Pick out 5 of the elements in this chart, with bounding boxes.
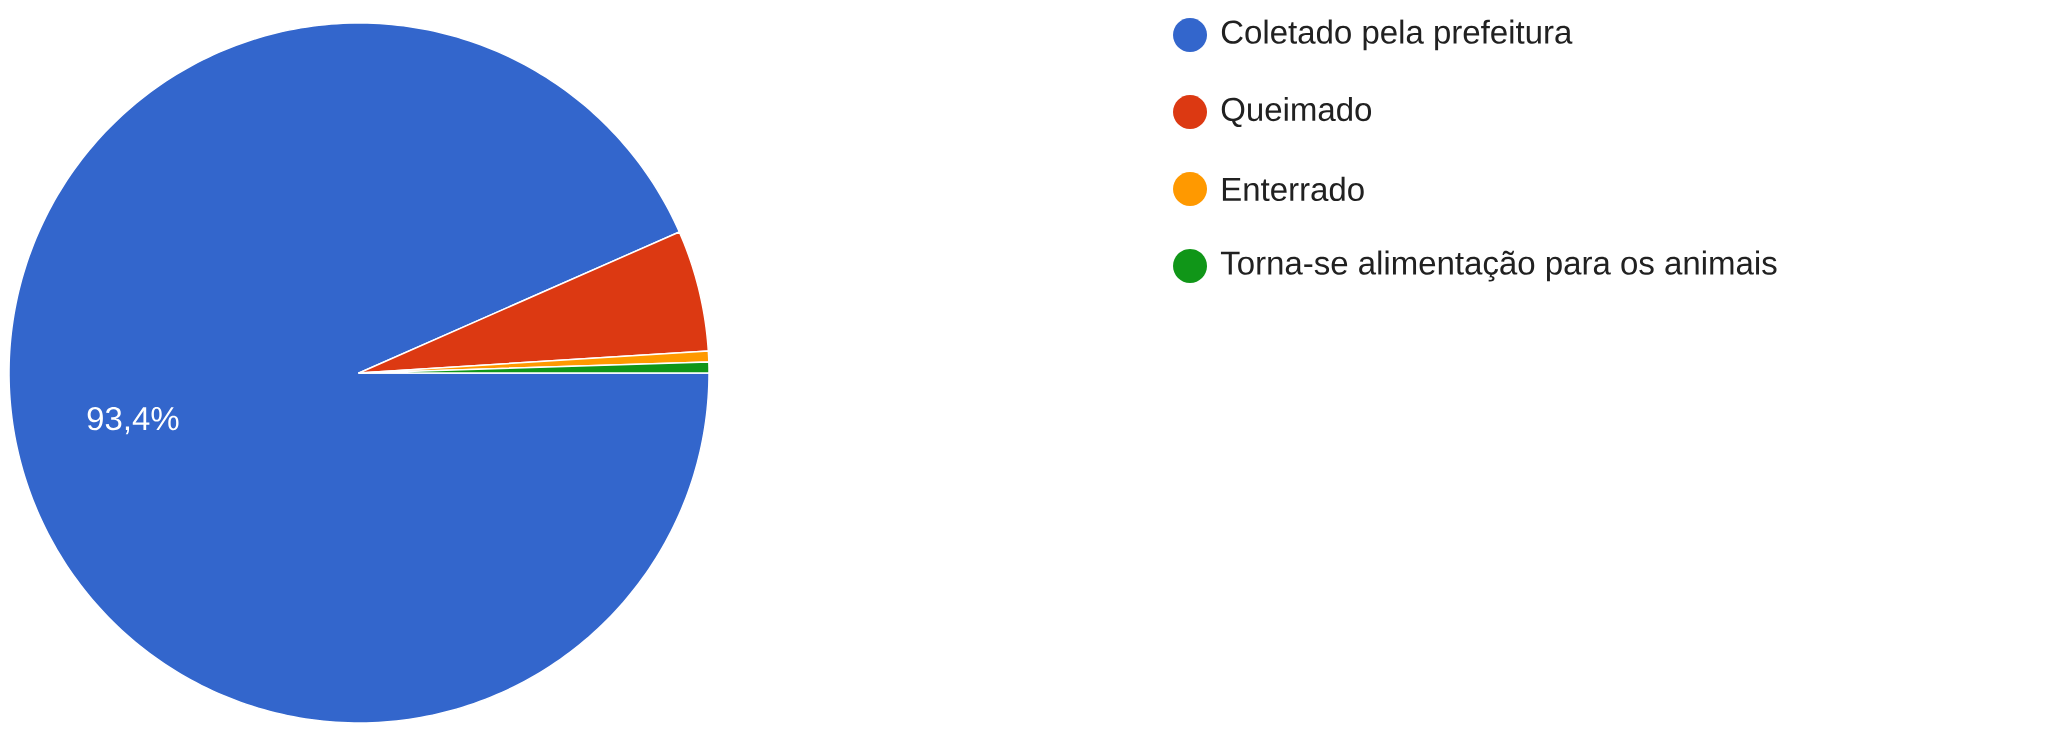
- legend-label: Queimado: [1221, 96, 1372, 128]
- legend-label: Enterrado: [1222, 176, 1364, 202]
- legend-label: Coletado pela prefeitura: [1221, 19, 1573, 51]
- data-label: 93,4%: [87, 406, 179, 435]
- legend-label: Torna-se alimentação para os animais: [1220, 250, 1777, 282]
